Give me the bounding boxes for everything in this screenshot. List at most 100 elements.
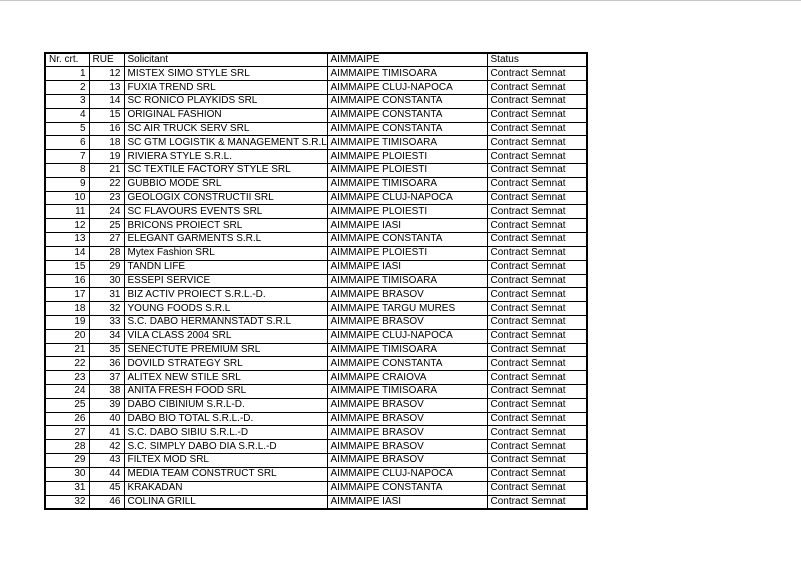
- cell-status: Contract Semnat: [486, 107, 588, 123]
- cell-aimmaipe: AIMMAIPE CONSTANTA: [326, 356, 488, 372]
- table-row: 5 16 SC AIR TRUCK SERV SRL AIMMAIPE CONS…: [44, 121, 588, 137]
- cell-aimmaipe: AIMMAIPE CLUJ-NAPOCA: [326, 328, 488, 344]
- cell-status: Contract Semnat: [486, 218, 588, 234]
- cell-rue: 22: [88, 176, 125, 192]
- cell-solicitant: GUBBIO MODE SRL: [123, 176, 328, 192]
- cell-status: Contract Semnat: [486, 328, 588, 344]
- cell-solicitant: DOVILD STRATEGY SRL: [123, 356, 328, 372]
- cell-status: Contract Semnat: [486, 453, 588, 468]
- cell-nr-crt: 31: [44, 480, 90, 496]
- table-row: 20 34 VILA CLASS 2004 SRL AIMMAIPE CLUJ-…: [44, 328, 588, 344]
- cell-nr-crt: 10: [44, 190, 90, 206]
- cell-aimmaipe: AIMMAIPE TIMISOARA: [326, 176, 488, 192]
- cell-aimmaipe: AIMMAIPE CLUJ-NAPOCA: [326, 80, 488, 95]
- cell-solicitant: SC AIR TRUCK SERV SRL: [123, 121, 328, 137]
- table-row: 7 19 RIVIERA STYLE S.R.L. AIMMAIPE PLOIE…: [44, 149, 588, 164]
- cell-solicitant: BRICONS PROIECT SRL: [123, 218, 328, 234]
- cell-status: Contract Semnat: [486, 149, 588, 164]
- cell-nr-crt: 7: [44, 149, 90, 164]
- cell-rue: 18: [88, 135, 125, 151]
- cell-status: Contract Semnat: [486, 190, 588, 206]
- cell-status: Contract Semnat: [486, 135, 588, 151]
- cell-aimmaipe: AIMMAIPE BRASOV: [326, 397, 488, 413]
- cell-nr-crt: 15: [44, 259, 90, 275]
- header-aimmaipe: AIMMAIPE: [326, 52, 488, 68]
- header-status: Status: [486, 52, 588, 68]
- cell-rue: 39: [88, 397, 125, 413]
- cell-rue: 21: [88, 163, 125, 178]
- table-row: 31 45 KRAKADAN AIMMAIPE CONSTANTA Contra…: [44, 480, 588, 496]
- cell-rue: 13: [88, 80, 125, 95]
- cell-status: Contract Semnat: [486, 80, 588, 95]
- cell-status: Contract Semnat: [486, 370, 588, 385]
- cell-solicitant: SC FLAVOURS EVENTS SRL: [123, 204, 328, 220]
- cell-solicitant: ELEGANT GARMENTS S.R.L: [123, 232, 328, 247]
- cell-rue: 44: [88, 466, 125, 482]
- cell-solicitant: MEDIA TEAM CONSTRUCT SRL: [123, 466, 328, 482]
- table-row: 16 30 ESSEPI SERVICE AIMMAIPE TIMISOARA …: [44, 273, 588, 289]
- table-row: 8 21 SC TEXTILE FACTORY STYLE SRL AIMMAI…: [44, 163, 588, 178]
- cell-nr-crt: 27: [44, 425, 90, 441]
- cell-solicitant: YOUNG FOODS S.R.L: [123, 301, 328, 316]
- cell-nr-crt: 22: [44, 356, 90, 372]
- cell-solicitant: ALITEX NEW STILE SRL: [123, 370, 328, 385]
- cell-status: Contract Semnat: [486, 121, 588, 137]
- cell-rue: 42: [88, 439, 125, 455]
- cell-solicitant: S.C. DABO SIBIU S.R.L.-D: [123, 425, 328, 441]
- table-header-row: Nr. crt. RUE Solicitant AIMMAIPE Status: [44, 52, 588, 68]
- cell-solicitant: SENECTUTE PREMIUM SRL: [123, 342, 328, 358]
- table-row: 18 32 YOUNG FOODS S.R.L AIMMAIPE TARGU M…: [44, 301, 588, 316]
- cell-aimmaipe: AIMMAIPE TIMISOARA: [326, 273, 488, 289]
- cell-nr-crt: 28: [44, 439, 90, 455]
- cell-status: Contract Semnat: [486, 232, 588, 247]
- cell-aimmaipe: AIMMAIPE TARGU MURES: [326, 301, 488, 316]
- cell-solicitant: S.C. DABO HERMANNSTADT S.R.L: [123, 314, 328, 330]
- cell-status: Contract Semnat: [486, 163, 588, 178]
- cell-rue: 28: [88, 245, 125, 261]
- cell-aimmaipe: AIMMAIPE CONSTANTA: [326, 93, 488, 109]
- cell-solicitant: ANITA FRESH FOOD SRL: [123, 384, 328, 399]
- cell-aimmaipe: AIMMAIPE PLOIESTI: [326, 149, 488, 164]
- cell-aimmaipe: AIMMAIPE CLUJ-NAPOCA: [326, 466, 488, 482]
- cell-nr-crt: 2: [44, 80, 90, 95]
- cell-status: Contract Semnat: [486, 66, 588, 82]
- cell-solicitant: FUXIA TREND SRL: [123, 80, 328, 95]
- table-row: 24 38 ANITA FRESH FOOD SRL AIMMAIPE TIMI…: [44, 384, 588, 399]
- cell-rue: 30: [88, 273, 125, 289]
- cell-aimmaipe: AIMMAIPE BRASOV: [326, 425, 488, 441]
- cell-aimmaipe: AIMMAIPE TIMISOARA: [326, 66, 488, 82]
- cell-nr-crt: 3: [44, 93, 90, 109]
- cell-status: Contract Semnat: [486, 301, 588, 316]
- cell-aimmaipe: AIMMAIPE CONSTANTA: [326, 121, 488, 137]
- cell-solicitant: ESSEPI SERVICE: [123, 273, 328, 289]
- cell-rue: 16: [88, 121, 125, 137]
- table-row: 19 33 S.C. DABO HERMANNSTADT S.R.L AIMMA…: [44, 314, 588, 330]
- table-row: 6 18 SC GTM LOGISTIK & MANAGEMENT S.R.L …: [44, 135, 588, 151]
- cell-nr-crt: 12: [44, 218, 90, 234]
- cell-nr-crt: 24: [44, 384, 90, 399]
- table-row: 3 14 SC RONICO PLAYKIDS SRL AIMMAIPE CON…: [44, 93, 588, 109]
- cell-status: Contract Semnat: [486, 176, 588, 192]
- table-row: 21 35 SENECTUTE PREMIUM SRL AIMMAIPE TIM…: [44, 342, 588, 358]
- table-row: 23 37 ALITEX NEW STILE SRL AIMMAIPE CRAI…: [44, 370, 588, 385]
- table-row: 22 36 DOVILD STRATEGY SRL AIMMAIPE CONST…: [44, 356, 588, 372]
- cell-solicitant: VILA CLASS 2004 SRL: [123, 328, 328, 344]
- cell-status: Contract Semnat: [486, 439, 588, 455]
- table-row: 27 41 S.C. DABO SIBIU S.R.L.-D AIMMAIPE …: [44, 425, 588, 441]
- cell-nr-crt: 5: [44, 121, 90, 137]
- cell-rue: 33: [88, 314, 125, 330]
- table-row: 14 28 Mytex Fashion SRL AIMMAIPE PLOIEST…: [44, 245, 588, 261]
- header-rue: RUE: [88, 52, 125, 68]
- cell-solicitant: DABO CIBINIUM S.R.L-D.: [123, 397, 328, 413]
- table-row: 2 13 FUXIA TREND SRL AIMMAIPE CLUJ-NAPOC…: [44, 80, 588, 95]
- cell-rue: 35: [88, 342, 125, 358]
- cell-solicitant: KRAKADAN: [123, 480, 328, 496]
- cell-solicitant: SC GTM LOGISTIK & MANAGEMENT S.R.L: [123, 135, 328, 151]
- cell-status: Contract Semnat: [486, 397, 588, 413]
- cell-nr-crt: 30: [44, 466, 90, 482]
- table-row: 15 29 TANDN LIFE AIMMAIPE IASI Contract …: [44, 259, 588, 275]
- cell-aimmaipe: AIMMAIPE CONSTANTA: [326, 232, 488, 247]
- cell-status: Contract Semnat: [486, 411, 588, 427]
- cell-aimmaipe: AIMMAIPE TIMISOARA: [326, 342, 488, 358]
- cell-solicitant: GEOLOGIX CONSTRUCTII SRL: [123, 190, 328, 206]
